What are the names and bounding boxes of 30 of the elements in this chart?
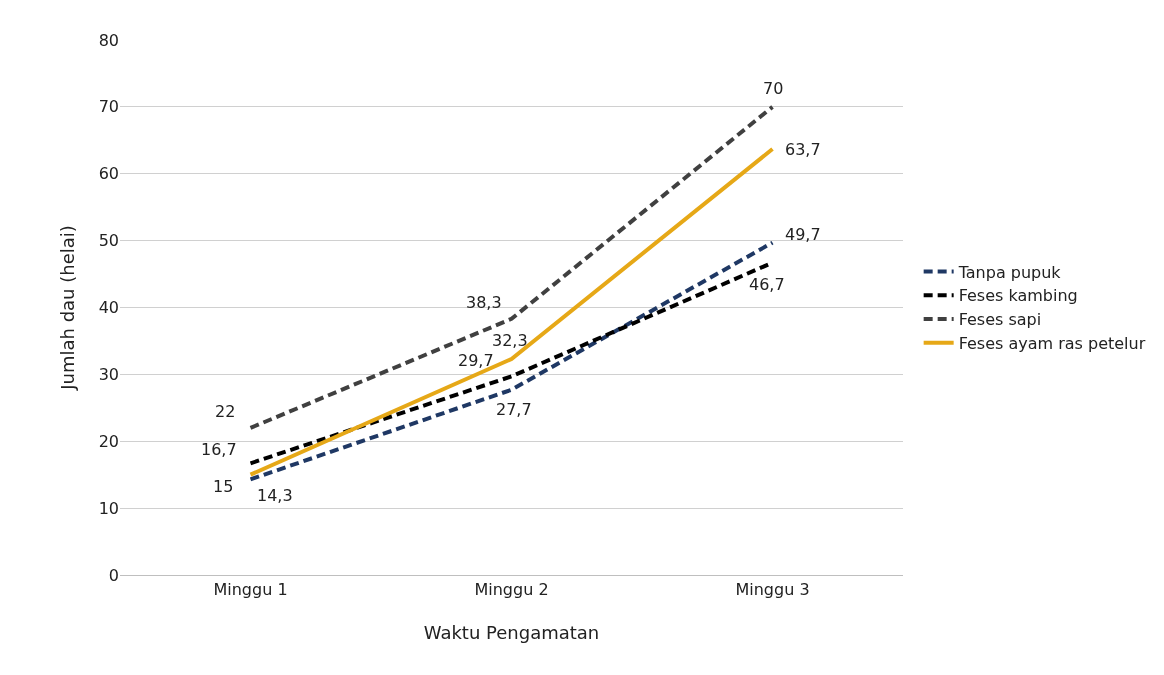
- y-tick-label: 10: [98, 498, 119, 518]
- y-tick-label: 40: [98, 298, 119, 318]
- x-axis-title: Waktu Pengamatan: [423, 622, 600, 643]
- data-label: 38,3: [466, 293, 502, 312]
- x-tick-label: Minggu 3: [735, 580, 810, 600]
- y-tick-label: 60: [98, 164, 119, 184]
- legend-label: Feses sapi: [958, 310, 1042, 330]
- data-label: 49,7: [785, 225, 821, 244]
- data-label: 22: [215, 402, 236, 421]
- y-tick-label: 50: [98, 231, 119, 251]
- data-label: 46,7: [749, 275, 785, 294]
- legend-label: Feses kambing: [958, 286, 1078, 306]
- y-tick-label: 80: [98, 30, 119, 50]
- y-tick-label: 30: [98, 364, 119, 384]
- data-label: 63,7: [785, 140, 821, 159]
- x-tick-label: Minggu 2: [474, 580, 549, 600]
- y-tick-label: 0: [108, 565, 119, 585]
- y-tick-label: 70: [98, 97, 119, 117]
- x-tick-label: Minggu 1: [213, 580, 288, 600]
- data-label: 32,3: [492, 331, 528, 350]
- data-label: 16,7: [201, 440, 237, 459]
- legend-label: Tanpa pupuk: [957, 262, 1062, 282]
- data-label: 14,3: [257, 486, 293, 505]
- data-label: 70: [763, 79, 784, 98]
- y-axis-title: Jumlah dau (helai): [57, 225, 78, 391]
- y-tick-label: 20: [98, 431, 119, 451]
- data-label: 15: [213, 477, 234, 496]
- legend-label: Feses ayam ras petelur: [958, 334, 1146, 354]
- data-label: 29,7: [458, 351, 494, 370]
- data-label: 27,7: [496, 400, 532, 419]
